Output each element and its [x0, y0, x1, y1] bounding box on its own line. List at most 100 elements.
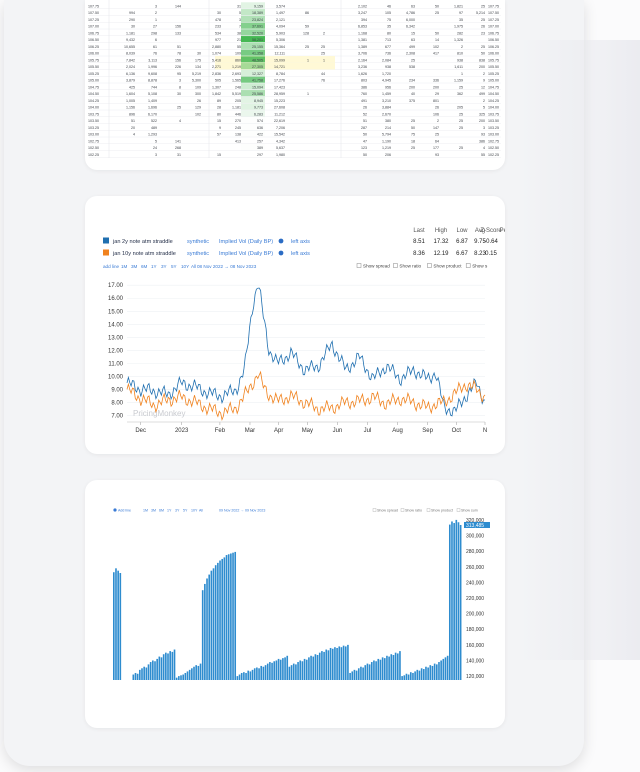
option-checkbox[interactable]	[393, 263, 398, 268]
range-button[interactable]: 1Y	[167, 509, 172, 513]
table-cell: 3,236	[358, 65, 367, 69]
range-button[interactable]: 3M	[131, 264, 138, 269]
range-button[interactable]: 5Y	[183, 509, 188, 513]
table-cell: 744	[151, 85, 157, 89]
table-cell: 30	[197, 52, 201, 56]
table-cell: 29	[435, 92, 439, 96]
range-button[interactable]: 5Y	[171, 264, 177, 269]
volume-bar-chart-card: Add line 1M 3M 6M 1Y 3Y 5Y 10Y All 09 Nov 2022 → …	[85, 480, 505, 728]
y-tick-label: 200,000	[466, 612, 484, 618]
range-button[interactable]: add line	[103, 264, 120, 269]
table-cell: 801	[433, 99, 439, 103]
table-cell: 106.50	[88, 38, 99, 42]
range-button[interactable]: 3Y	[175, 509, 180, 513]
table-cell: 2,693	[232, 72, 241, 76]
table-cell: 76	[321, 79, 325, 83]
volume-bar	[143, 666, 145, 680]
volume-bar	[139, 669, 141, 680]
volume-bar	[334, 647, 336, 680]
range-button[interactable]: Add line	[118, 509, 131, 513]
date-range-link[interactable]: 08 Nov 2022 → 08 Nov 2023	[197, 264, 257, 269]
option-checkbox[interactable]	[427, 263, 432, 268]
table-cell: 6,000	[406, 18, 415, 22]
volume-bar	[271, 662, 273, 680]
table-cell: 103.50	[88, 119, 99, 123]
table-cell: 7,842	[126, 58, 135, 62]
range-button[interactable]: 6M	[159, 509, 164, 513]
range-button[interactable]: 3Y	[161, 264, 167, 269]
volume-bar	[141, 668, 143, 680]
table-cell: 106.25	[488, 45, 499, 49]
range-button[interactable]: 6M	[141, 264, 148, 269]
volume-heat-cell	[241, 29, 265, 36]
legend-axis-link[interactable]: left axis	[291, 239, 310, 245]
volume-bar	[429, 665, 432, 680]
volume-heat-cell	[241, 15, 265, 22]
table-cell: 6,853	[358, 25, 367, 29]
table-cell: 233	[215, 25, 221, 29]
table-cell: 103.00	[88, 133, 99, 137]
table-cell: 4	[133, 133, 135, 137]
legend-axis-link[interactable]: left axis	[291, 251, 310, 257]
table-cell: 47	[363, 139, 367, 143]
table-cell: 896	[129, 112, 135, 116]
option-checkbox[interactable]	[456, 508, 461, 512]
table-cell: 28,959	[274, 92, 285, 96]
option-checkbox[interactable]	[426, 508, 431, 512]
option-checkbox[interactable]	[356, 263, 362, 268]
y-tick-label: 180,000	[466, 627, 484, 633]
table-cell: 8,784	[276, 72, 285, 76]
table-cell: 50	[363, 153, 367, 157]
volume-bar	[191, 668, 193, 680]
table-cell: 46	[387, 4, 391, 8]
table-cell: 11,212	[274, 112, 285, 116]
range-button[interactable]: 1Y	[151, 264, 157, 269]
option-checkbox[interactable]	[465, 263, 471, 268]
table-cell: 44	[321, 72, 325, 76]
gear-icon[interactable]	[278, 238, 284, 244]
legend-source-link[interactable]: synthetic	[187, 251, 209, 257]
legend-source-link[interactable]: synthetic	[187, 239, 209, 245]
table-cell: 107.00	[488, 25, 499, 29]
legend-measure-link[interactable]: Implied Vol (Daily BP)	[219, 239, 273, 245]
table-cell: 491	[361, 99, 367, 103]
table-cell: 104.50	[488, 92, 499, 96]
date-range-link[interactable]: 09 Nov 2022 → 09 Nov 2023	[219, 509, 265, 513]
table-cell: 4,945	[382, 79, 391, 83]
option-label: Show ratio	[399, 264, 421, 269]
range-button[interactable]: 10Y	[181, 264, 189, 269]
add-line-icon[interactable]	[113, 508, 117, 512]
table-cell: 522	[151, 119, 157, 123]
option-checkbox[interactable]	[372, 508, 377, 512]
volume-bar	[394, 652, 397, 680]
range-button[interactable]: All	[199, 509, 203, 513]
volume-bar	[308, 657, 310, 680]
range-button[interactable]: 10Y	[191, 509, 198, 513]
volume-bar	[368, 664, 371, 680]
option-checkbox[interactable]	[400, 508, 405, 512]
range-button[interactable]: All	[191, 264, 196, 269]
range-button[interactable]: 3M	[151, 509, 156, 513]
legend-series-label[interactable]: jan 2y note atm straddle	[112, 239, 173, 245]
volume-bar	[364, 665, 367, 680]
volume-bar	[232, 552, 234, 680]
table-cell: 103.25	[488, 126, 499, 130]
range-button[interactable]: 1M	[121, 264, 128, 269]
volume-bar	[301, 661, 304, 680]
legend-measure-link[interactable]: Implied Vol (Daily BP)	[219, 251, 273, 257]
volume-bar	[286, 655, 289, 680]
legend-series-label[interactable]: jan 10y note atm straddle	[112, 251, 176, 257]
table-cell: 40	[411, 92, 415, 96]
table-cell: 17,423	[274, 85, 285, 89]
table-cell: 50	[481, 52, 485, 56]
volume-bar	[347, 644, 349, 680]
table-cell: 3	[483, 126, 485, 130]
range-button[interactable]: 1M	[143, 509, 148, 513]
table-cell: 15	[217, 153, 221, 157]
gear-icon[interactable]	[278, 250, 284, 256]
volume-bar	[217, 562, 219, 680]
volume-bar	[240, 672, 243, 680]
volume-bar	[323, 651, 325, 680]
table-cell: 1,980	[276, 153, 285, 157]
volume-bar	[236, 676, 239, 680]
